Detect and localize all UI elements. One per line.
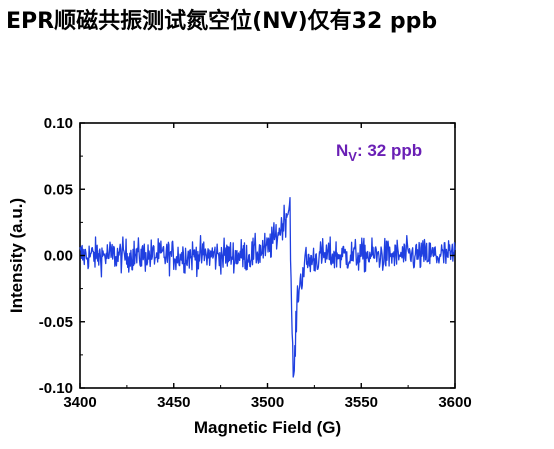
y-tick-label: 0.05 bbox=[44, 181, 73, 198]
x-tick-label: 3600 bbox=[438, 394, 471, 411]
page-title: EPR顺磁共振测试氮空位(NV)仅有32 ppb bbox=[6, 9, 438, 34]
x-tick-label: 3450 bbox=[157, 394, 190, 411]
y-axis-label: Intensity (a.u.) bbox=[7, 198, 26, 313]
y-tick-label: -0.10 bbox=[39, 380, 73, 397]
y-tick-label: 0.10 bbox=[44, 115, 73, 132]
x-tick-label: 3500 bbox=[251, 394, 284, 411]
x-tick-label: 3400 bbox=[63, 394, 96, 411]
annotation-rest: : 32 ppb bbox=[357, 141, 422, 160]
series-line bbox=[79, 197, 456, 378]
ticks-layer: 3400 3450 3500 3550 3600 -0.10 -0.05 0.00 0.05 0.… bbox=[39, 115, 472, 411]
annotation-sub: V bbox=[348, 149, 357, 164]
annotation-main: N bbox=[336, 141, 348, 160]
y-tick-label: -0.05 bbox=[39, 314, 73, 331]
y-tick-label: 0.00 bbox=[44, 248, 73, 265]
nv-annotation: NV: 32 ppb bbox=[336, 141, 422, 164]
x-axis-label: Magnetic Field (G) bbox=[194, 418, 341, 437]
series-layer bbox=[79, 197, 456, 378]
x-tick-label: 3550 bbox=[345, 394, 378, 411]
